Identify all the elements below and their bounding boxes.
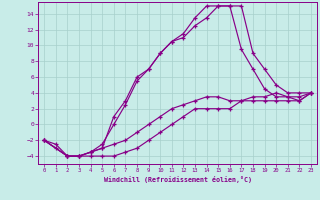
X-axis label: Windchill (Refroidissement éolien,°C): Windchill (Refroidissement éolien,°C) — [104, 176, 252, 183]
